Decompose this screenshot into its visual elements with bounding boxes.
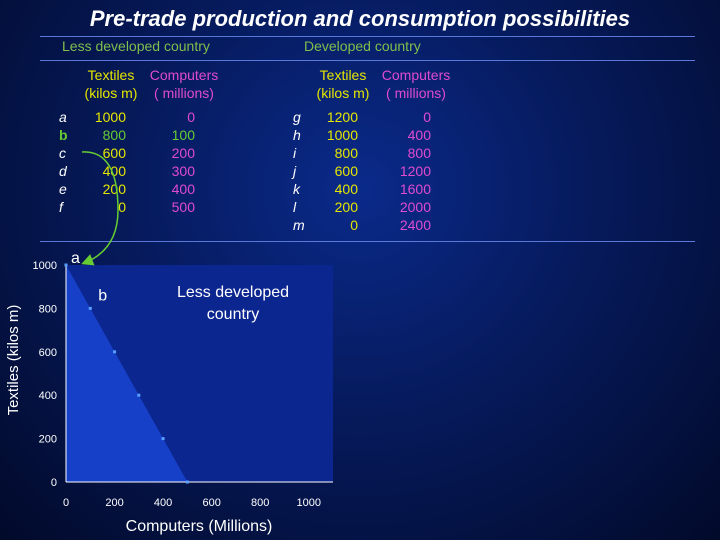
annotation-line: country [207, 306, 259, 323]
y-tick-label: 400 [39, 390, 57, 402]
computers-value: 400 [171, 181, 195, 197]
dc-computers-header-line1: Computers [381, 67, 451, 83]
divider-top [40, 36, 695, 37]
x-tick-label: 400 [154, 497, 172, 509]
divider-mid [40, 60, 695, 61]
textiles-value: 600 [334, 163, 358, 179]
annotation-line: Less developed [177, 284, 289, 301]
table-row: d 400 300 [0, 162, 720, 180]
row-label: d [59, 163, 67, 179]
chart-annotation: Less developed country [177, 284, 289, 323]
point-label-b: b [98, 287, 107, 304]
table-row: f 0 500 [0, 198, 720, 216]
row-label: m [293, 217, 305, 233]
row-label: h [293, 127, 301, 143]
y-tick-label: 200 [39, 434, 57, 446]
data-point [113, 350, 117, 354]
x-axis-label: Computers (Millions) [126, 518, 273, 535]
data-point [88, 306, 92, 310]
row-label: l [293, 199, 297, 215]
dc-textiles-header: Textiles (kilos m) [310, 66, 376, 102]
row-label: j [293, 163, 297, 179]
computers-value: 200 [171, 145, 195, 161]
computers-value: 1600 [399, 181, 431, 197]
x-tick-label: 600 [202, 497, 220, 509]
data-point [137, 393, 141, 397]
row-label: i [293, 145, 297, 161]
textiles-value: 1000 [326, 127, 358, 143]
y-tick-label: 800 [39, 303, 57, 315]
table-row: g 1200 0 [0, 108, 720, 126]
textiles-value: 200 [102, 181, 126, 197]
table-row: k 400 1600 [0, 180, 720, 198]
dc-computers-header: Computers ( millions) [378, 66, 454, 102]
x-tick-label: 800 [251, 497, 269, 509]
ldc-computers-header: Computers ( millions) [146, 66, 222, 102]
textiles-value: 800 [334, 145, 358, 161]
table-row: j 600 1200 [0, 162, 720, 180]
data-point [185, 480, 189, 484]
ldc-textiles-header-line2: (kilos m) [84, 85, 138, 101]
ppf-region [66, 265, 188, 482]
point-label-a: a [71, 250, 80, 267]
ldc-computers-header-line2: ( millions) [154, 85, 214, 101]
table-row: a 1000 0 [0, 108, 720, 126]
computers-value: 800 [407, 145, 431, 161]
dc-textiles-header-line2: (kilos m) [316, 85, 370, 101]
y-tick-label: 1000 [33, 260, 57, 272]
dc-textiles-header-line1: Textiles [319, 67, 367, 83]
y-tick-label: 0 [51, 477, 57, 489]
ldc-textiles-header-line1: Textiles [87, 67, 135, 83]
textiles-value: 800 [102, 127, 126, 143]
row-label: k [293, 181, 300, 197]
table-row: h 1000 400 [0, 126, 720, 144]
y-tick-label: 600 [39, 347, 57, 359]
table-row: b 800 100 [0, 126, 720, 144]
row-label: b [59, 127, 68, 143]
page-title: Pre-trade production and consumption pos… [89, 6, 631, 31]
computers-value: 0 [423, 109, 431, 125]
computers-value: 1200 [399, 163, 431, 179]
computers-value: 300 [171, 163, 195, 179]
textiles-value: 200 [334, 199, 358, 215]
textiles-value: 1000 [94, 109, 126, 125]
computers-value: 100 [171, 127, 195, 143]
textiles-value: 600 [102, 145, 126, 161]
x-tick-label: 0 [63, 497, 69, 509]
data-point [64, 263, 68, 267]
ldc-heading: Less developed country [62, 38, 210, 54]
dc-computers-header-line2: ( millions) [386, 85, 446, 101]
computers-value: 500 [171, 199, 195, 215]
ldc-textiles-header: Textiles (kilos m) [78, 66, 144, 102]
textiles-value: 400 [334, 181, 358, 197]
table-row: l 200 2000 [0, 198, 720, 216]
textiles-value: 1200 [326, 109, 358, 125]
computers-value: 0 [187, 109, 195, 125]
row-label: a [59, 109, 67, 125]
row-label: f [59, 199, 63, 215]
table-row: e 200 400 [0, 180, 720, 198]
row-label: g [293, 109, 301, 125]
table-row: m 0 2400 [0, 216, 720, 234]
x-tick-label: 200 [105, 497, 123, 509]
computers-value: 400 [407, 127, 431, 143]
computers-value: 2400 [399, 217, 431, 233]
x-tick-label: 1000 [296, 497, 320, 509]
data-point [161, 437, 165, 441]
table-row: i 800 800 [0, 144, 720, 162]
textiles-value: 0 [118, 199, 126, 215]
computers-value: 2000 [399, 199, 431, 215]
textiles-value: 0 [350, 217, 358, 233]
row-label: c [59, 145, 66, 161]
divider-bottom [40, 241, 695, 242]
y-axis-label: Textiles (kilos m) [5, 305, 22, 416]
row-label: e [59, 181, 67, 197]
dc-heading: Developed country [304, 38, 421, 54]
callout-arrow [81, 151, 119, 266]
textiles-value: 400 [102, 163, 126, 179]
ldc-computers-header-line1: Computers [149, 67, 219, 83]
table-row: c 600 200 [0, 144, 720, 162]
